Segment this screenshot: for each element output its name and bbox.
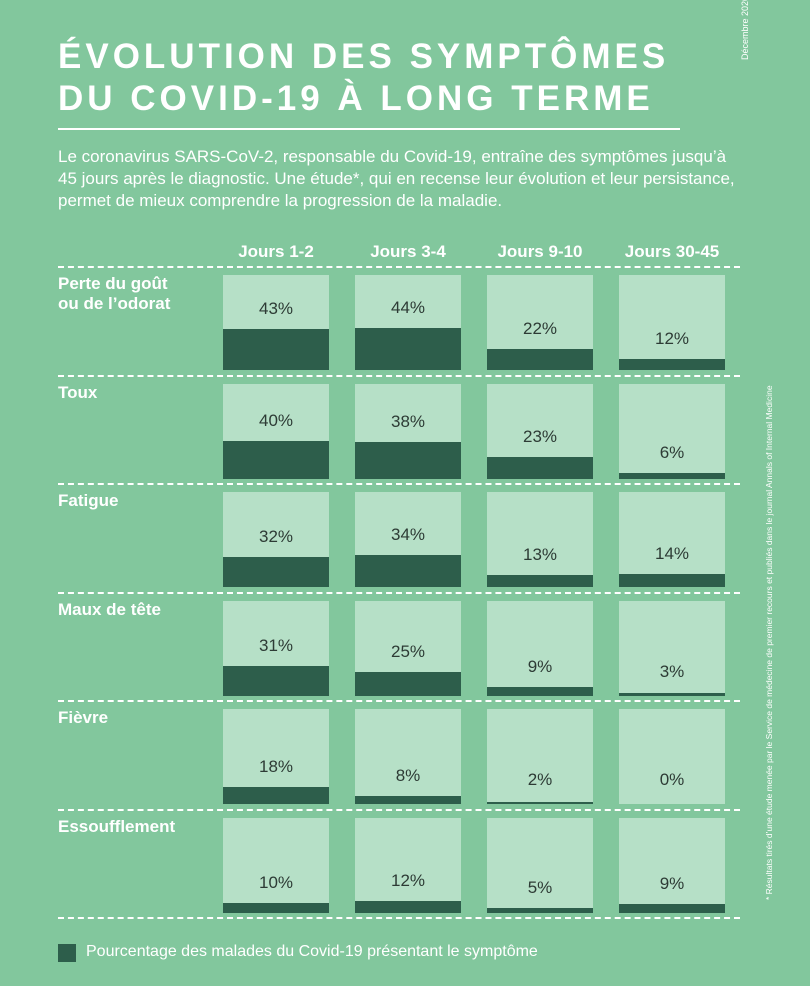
- bar: [619, 358, 725, 370]
- value-label: 2%: [527, 770, 553, 789]
- value-label: 10%: [258, 873, 294, 892]
- bar: [355, 554, 461, 587]
- value-label: 9%: [527, 656, 553, 676]
- value-label: 13%: [522, 544, 558, 564]
- cell: [223, 492, 329, 587]
- bar: [487, 574, 593, 587]
- value-label: 9%: [659, 873, 685, 893]
- row-label: Fatigue: [58, 491, 119, 510]
- cell: [619, 492, 725, 587]
- value-label: 14%: [654, 543, 690, 563]
- cell: [355, 817, 461, 913]
- cell: [619, 817, 725, 913]
- divider: [58, 700, 740, 702]
- cell: [487, 709, 593, 804]
- cell: [487, 492, 593, 587]
- value-label: 5%: [527, 877, 553, 897]
- bar: [355, 901, 461, 913]
- bar: [223, 440, 329, 479]
- value-label: 38%: [390, 412, 426, 432]
- bar: [487, 349, 593, 370]
- cell: [487, 600, 593, 696]
- rule: [58, 128, 680, 130]
- value-label: 8%: [395, 766, 421, 786]
- row-label: Toux: [58, 382, 98, 402]
- cell: [355, 600, 461, 696]
- cell: [223, 600, 329, 696]
- cell: [223, 817, 329, 913]
- bar: [619, 573, 725, 587]
- bar: [619, 692, 725, 696]
- cell: [619, 709, 725, 804]
- cell: [487, 383, 593, 479]
- value-label: 22%: [522, 319, 558, 339]
- bar: [223, 329, 329, 370]
- cell: [487, 817, 593, 913]
- title-line: ÉVOLUTION DES SYMPTÔMES: [58, 37, 670, 76]
- bar: [619, 472, 725, 479]
- value-label: 6%: [659, 442, 685, 462]
- cell: [355, 275, 461, 370]
- subtitle: Le coronavirus SARS-CoV-2, responsable d…: [58, 147, 735, 210]
- value-label: 40%: [258, 410, 294, 430]
- value-label: 12%: [654, 328, 690, 348]
- value-label: 32%: [258, 526, 294, 546]
- bar: [355, 796, 461, 804]
- value-label: 12%: [390, 871, 426, 891]
- column-header: Jours 30-45: [624, 242, 720, 261]
- bar: [223, 666, 329, 696]
- cell: [355, 492, 461, 587]
- cell: [487, 275, 593, 370]
- cell: [223, 383, 329, 479]
- cell: [619, 275, 725, 370]
- value-label: 44%: [390, 298, 426, 318]
- divider: [58, 917, 740, 919]
- divider: [58, 808, 740, 811]
- row-label: Essoufflement: [58, 816, 176, 836]
- column-header: Jours 9-10: [497, 242, 583, 261]
- bar: [223, 786, 329, 804]
- value-label: 18%: [258, 756, 294, 776]
- cell: [619, 383, 725, 479]
- divider: [58, 483, 740, 485]
- bar: [487, 456, 593, 479]
- cell: [355, 383, 461, 479]
- divider: [58, 374, 740, 377]
- legend-label: Pourcentage des malades du Covid-19 prés…: [86, 943, 538, 960]
- row-label: Fièvre: [58, 708, 109, 727]
- value-label: 0%: [659, 770, 685, 789]
- divider: [58, 266, 740, 268]
- value-label: 31%: [258, 636, 294, 656]
- bar: [355, 328, 461, 370]
- divider: [58, 591, 740, 594]
- cell: [619, 600, 725, 696]
- bar: [223, 556, 329, 587]
- row-label: Maux de tête: [58, 599, 161, 619]
- cell: [223, 709, 329, 804]
- bar: [355, 442, 461, 479]
- row-label: Perte du goût ou de l’odorat: [58, 274, 171, 313]
- bar: [487, 802, 593, 804]
- title: ÉVOLUTION DES SYMPTÔMES DU COVID-19 À LO…: [58, 36, 669, 120]
- bar: [487, 907, 593, 913]
- bar: [355, 671, 461, 696]
- legend-swatch: [58, 944, 76, 962]
- footnote: * Résultats tirés d’une étude menée par …: [764, 385, 774, 900]
- column-header: Jours 1-2: [238, 242, 314, 261]
- cell: [355, 709, 461, 804]
- value-label: 23%: [522, 426, 558, 446]
- value-label: 3%: [659, 661, 685, 681]
- bar: [487, 686, 593, 696]
- column-header: Jours 3-4: [370, 242, 446, 261]
- bar: [619, 903, 725, 913]
- title-line: DU COVID-19 À LONG TERME: [58, 79, 654, 118]
- bar: [223, 903, 329, 913]
- date: Décembre 2020: [740, 0, 750, 60]
- cell: [223, 275, 329, 370]
- value-label: 25%: [390, 641, 426, 661]
- value-label: 43%: [258, 299, 294, 319]
- value-label: 34%: [390, 524, 426, 544]
